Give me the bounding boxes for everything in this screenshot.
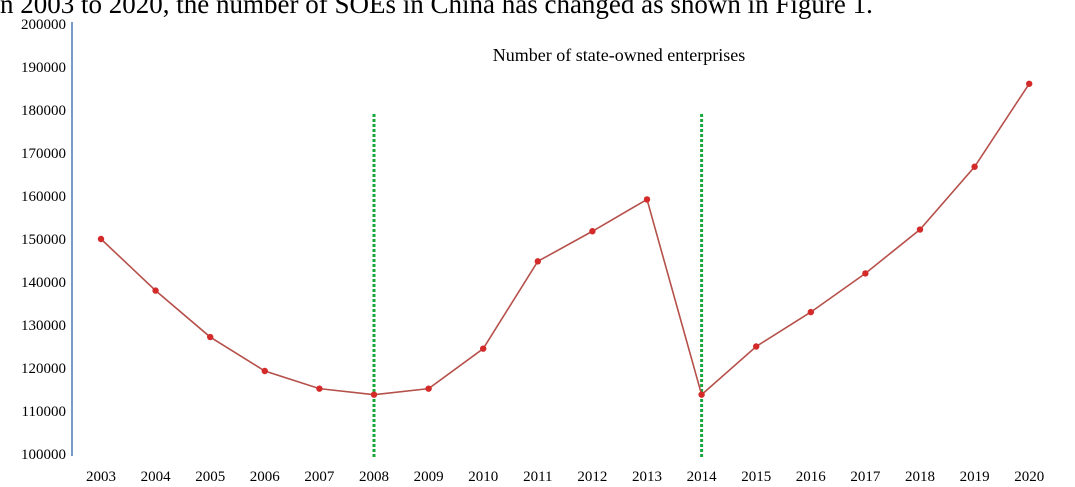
y-tick-label: 160000	[21, 189, 66, 205]
y-tick-label: 110000	[22, 404, 66, 420]
data-point	[1026, 80, 1033, 87]
x-tick-label: 2012	[577, 469, 607, 485]
x-tick-label: 2013	[632, 469, 662, 485]
data-point	[698, 391, 705, 398]
x-tick-label: 2007	[304, 469, 335, 485]
x-tick-label: 2018	[905, 469, 935, 485]
x-tick-label: 2006	[250, 469, 281, 485]
data-point	[97, 235, 105, 243]
data-point	[916, 226, 924, 233]
data-point	[753, 343, 760, 350]
x-tick-label: 2005	[195, 469, 225, 485]
x-tick-label: 2020	[1014, 469, 1044, 485]
y-tick-label: 190000	[21, 60, 66, 76]
data-point	[152, 287, 159, 294]
data-points	[97, 80, 1033, 398]
x-tick-label: 2014	[687, 469, 718, 485]
data-point	[643, 196, 651, 203]
data-point	[316, 385, 323, 392]
x-tick-label: 2017	[850, 469, 881, 485]
x-tick-labels: 2003 2004 2005 2006 2007 2008 2009 2010 2011 2012…	[86, 469, 1044, 485]
x-tick-label: 2008	[359, 469, 389, 485]
y-tick-label: 180000	[21, 103, 66, 119]
data-point	[261, 367, 268, 375]
y-tick-label: 130000	[21, 318, 66, 334]
data-point	[589, 228, 596, 235]
y-tick-label: 120000	[21, 361, 66, 377]
x-tick-label: 2010	[468, 469, 498, 485]
y-tick-label: 100000	[21, 447, 66, 463]
y-tick-labels: 100000 110000 120000 130000 140000 150000 1600…	[21, 17, 66, 463]
x-tick-label: 2003	[86, 469, 116, 485]
data-point	[807, 308, 814, 316]
x-tick-label: 2011	[523, 469, 552, 485]
chart-title: Number of state-owned enterprises	[493, 45, 745, 65]
y-tick-label: 170000	[21, 146, 66, 162]
x-tick-label: 2015	[741, 469, 771, 485]
y-tick-label: 150000	[21, 232, 66, 248]
x-tick-label: 2019	[960, 469, 990, 485]
data-point	[862, 270, 869, 277]
series-line	[100, 83, 1030, 397]
data-point	[534, 258, 541, 265]
data-point	[370, 391, 378, 398]
x-tick-label: 2016	[796, 469, 827, 485]
data-point	[425, 385, 432, 392]
vertical-markers	[372, 114, 704, 458]
data-point	[480, 345, 487, 352]
y-tick-label: 140000	[21, 275, 66, 291]
x-tick-label: 2004	[141, 469, 172, 485]
x-tick-label: 2009	[414, 469, 444, 485]
y-tick-label: 200000	[21, 17, 66, 33]
context-text: n 2003 to 2020, the number of SOEs in Ch…	[0, 0, 873, 19]
data-point	[207, 333, 214, 341]
data-point	[971, 163, 978, 170]
